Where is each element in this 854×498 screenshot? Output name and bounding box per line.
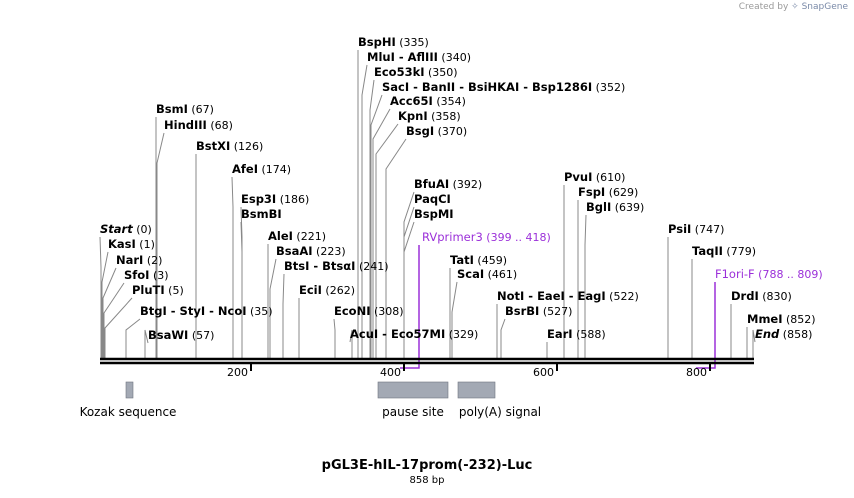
site-label-btgi[interactable]: BtgI - StyI - NcoI (35) — [140, 304, 273, 318]
primer-arrow-rvprimer3 — [400, 245, 420, 369]
site-label-fspi[interactable]: FspI (629) — [578, 185, 638, 199]
site-label-paqci[interactable]: PaqCI — [414, 192, 451, 206]
primer-label-f1ori-f[interactable]: F1ori-F (788 .. 809) — [715, 267, 823, 281]
site-leader-kasi — [101, 251, 109, 358]
site-leader-acui — [349, 329, 353, 358]
site-label-bsphi[interactable]: BspHI (335) — [358, 35, 429, 49]
site-label-esp3i[interactable]: Esp3I (186) — [241, 192, 309, 206]
feature-box-pause-site[interactable] — [377, 381, 449, 399]
site-label-start[interactable]: Start (0) — [100, 222, 152, 236]
site-label-bspmi[interactable]: BspMI — [414, 207, 454, 221]
site-leader-pluti — [104, 297, 133, 358]
site-label-alei[interactable]: AleI (221) — [268, 229, 326, 243]
site-label-bsmbi[interactable]: BsmBI — [241, 207, 282, 221]
site-leader-bgli — [584, 214, 587, 358]
site-labels: BspHI (335)MluI - AflIII (340)Eco53kI (3… — [100, 35, 823, 342]
site-label-bsgi[interactable]: BsgI (370) — [406, 124, 467, 138]
site-leader-end — [752, 329, 756, 358]
snapgene-credit: Created by ✧ SnapGene — [739, 2, 848, 12]
site-leader-bsawi — [144, 329, 149, 358]
site-label-bsaai[interactable]: BsaAI (223) — [276, 244, 346, 258]
site-leader-nari — [102, 267, 117, 358]
site-label-afei[interactable]: AfeI (174) — [232, 162, 291, 176]
feature-label-polya-signal[interactable]: poly(A) signal — [459, 405, 541, 419]
site-label-end[interactable]: End (858) — [755, 327, 812, 341]
backbone: 200 400 600 800 — [100, 357, 754, 379]
site-label-kpni[interactable]: KpnI (358) — [398, 109, 461, 123]
feature-box-kozak-sequence[interactable] — [125, 381, 134, 399]
ruler-label: 600 — [533, 366, 554, 379]
primer-label-rvprimer3[interactable]: RVprimer3 (399 .. 418) — [422, 230, 551, 244]
site-leader-btsi — [282, 273, 285, 358]
site-leader-bsrbi — [500, 318, 506, 358]
site-label-bsmi[interactable]: BsmI (67) — [156, 102, 214, 116]
site-leader-mlui — [361, 64, 368, 358]
site-label-acui[interactable]: AcuI - Eco57MI (329) — [350, 327, 478, 341]
site-leader-econi — [333, 318, 336, 358]
site-label-bfuai[interactable]: BfuAI (392) — [414, 177, 482, 191]
site-label-drdi[interactable]: DrdI (830) — [731, 289, 792, 303]
site-label-bgli[interactable]: BglI (639) — [586, 200, 644, 214]
site-label-bsawi[interactable]: BsaWI (57) — [148, 328, 214, 342]
site-label-ecii[interactable]: EciI (262) — [299, 283, 355, 297]
site-label-mmei[interactable]: MmeI (852) — [747, 312, 816, 326]
map-title: pGL3E-hIL-17prom(-232)-Luc — [321, 458, 533, 473]
snapgene-logo-icon: ✧ — [791, 2, 799, 12]
site-label-eari[interactable]: EarI (588) — [547, 327, 606, 341]
site-label-bstxi[interactable]: BstXI (126) — [196, 139, 263, 153]
site-label-bsrbi[interactable]: BsrBI (527) — [505, 304, 572, 318]
site-leader-saci — [370, 94, 383, 358]
ruler-label: 800 — [686, 366, 707, 379]
feature-label-kozak-sequence[interactable]: Kozak sequence — [80, 405, 177, 419]
feature-box-polya-signal[interactable] — [457, 381, 496, 399]
site-leader-bsaai — [269, 258, 277, 358]
site-label-kasi[interactable]: KasI (1) — [108, 237, 155, 251]
site-label-saci[interactable]: SacI - BanII - BsiHKAI - Bsp1286I (352) — [382, 80, 625, 94]
site-label-pvui[interactable]: PvuI (610) — [564, 170, 625, 184]
site-label-psii[interactable]: PsiI (747) — [668, 222, 724, 236]
site-label-btsi[interactable]: BtsI - BtsαI (241) — [284, 259, 389, 273]
site-label-tati[interactable]: TatI (459) — [450, 253, 507, 267]
site-label-taqii[interactable]: TaqII (779) — [692, 244, 756, 258]
site-label-econi[interactable]: EcoNI (308) — [334, 304, 404, 318]
site-leader-kpni — [375, 123, 399, 358]
site-leader-lines — [99, 50, 756, 369]
site-leader-eco53ki — [369, 79, 375, 358]
site-leader-acc65i — [372, 108, 391, 358]
site-label-sfoi[interactable]: SfoI (3) — [124, 268, 169, 282]
site-leader-bsmbi — [240, 221, 243, 358]
features: Kozak sequence pause site poly(A) signal — [80, 381, 541, 419]
feature-label-pause-site[interactable]: pause site — [382, 405, 444, 419]
credit-prefix: Created by — [738, 2, 789, 12]
site-leader-btgi — [125, 318, 141, 358]
site-leader-bspmi — [403, 221, 415, 358]
site-leader-sfoi — [103, 282, 125, 358]
map-length: 858 bp — [409, 475, 445, 486]
site-label-mlui[interactable]: MluI - AflIII (340) — [367, 50, 471, 64]
site-leader-scai — [451, 281, 458, 358]
credit-brand: SnapGene — [801, 2, 848, 12]
ruler-label: 200 — [227, 366, 248, 379]
site-label-noti[interactable]: NotI - EaeI - EagI (522) — [497, 289, 639, 303]
site-label-scai[interactable]: ScaI (461) — [457, 267, 517, 281]
site-label-acc65i[interactable]: Acc65I (354) — [390, 94, 466, 108]
ruler-label: 400 — [380, 366, 401, 379]
site-leader-afei — [231, 176, 234, 358]
primer-arrow-f1ori-f — [696, 282, 716, 369]
site-leader-hindiii — [156, 132, 165, 358]
site-label-hindiii[interactable]: HindIII (68) — [164, 118, 233, 132]
site-label-eco53ki[interactable]: Eco53kI (350) — [374, 65, 458, 79]
site-leader-start — [99, 236, 102, 358]
site-label-pluti[interactable]: PluTI (5) — [132, 283, 184, 297]
site-leader-bsgi — [385, 138, 407, 358]
site-label-nari[interactable]: NarI (2) — [116, 253, 162, 267]
